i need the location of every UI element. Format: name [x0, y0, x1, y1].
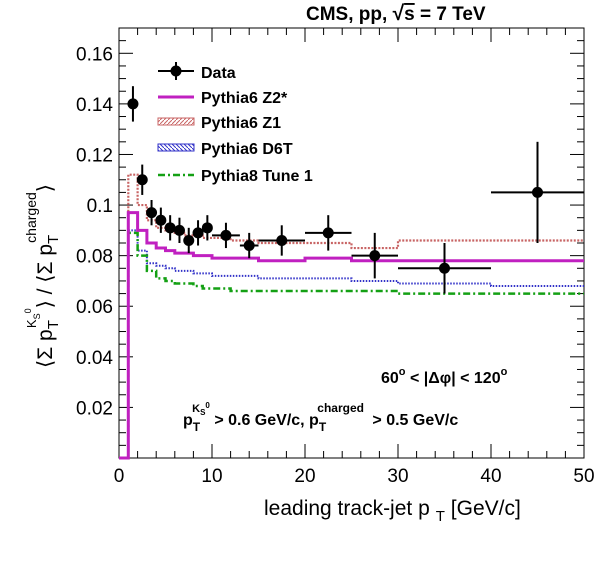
- legend-data-marker: [170, 65, 182, 77]
- series-pythia6-z2--line: [119, 211, 584, 460]
- series-pythia8-tune-1-line: [119, 231, 584, 460]
- data-point-marker: [164, 222, 176, 234]
- data-point: [491, 141, 584, 243]
- data-point: [136, 164, 148, 195]
- data-point: [127, 86, 139, 122]
- x-tick-label: 20: [294, 466, 315, 487]
- data-point: [173, 217, 185, 243]
- x-tick-label: 50: [573, 466, 594, 487]
- data-point: [239, 232, 259, 259]
- x-tick-label: 10: [201, 466, 222, 487]
- data-point: [351, 232, 398, 279]
- tick-labels: 0 10 20 30 40 50 0.02 0.04 0.06 0.08 0.1 0.12 0.14 0.…: [76, 44, 595, 487]
- legend-label-z1: Pythia6 Z1: [201, 115, 281, 132]
- data-point-marker: [146, 207, 158, 219]
- data-point: [305, 215, 352, 251]
- data-point: [212, 222, 240, 249]
- annotation-cuts: pTKS0 > 0.6 GeV/c, pTcharged > 0.5 GeV/c: [183, 401, 458, 434]
- y-tick-label: 0.04: [76, 348, 113, 369]
- y-tick-label: 0.08: [76, 247, 113, 268]
- legend-label-data: Data: [201, 65, 236, 82]
- y-axis-title: ⟨Σ pTKS0⟩ / ⟨Σ pTcharged⟩: [23, 184, 62, 368]
- data-point-marker: [369, 250, 381, 262]
- y-tick-label: 0.16: [76, 44, 113, 65]
- chart-title: CMS, pp, √s = 7 TeV: [306, 2, 486, 25]
- legend-d6t-swatch: [157, 143, 195, 152]
- annotation-dphi: 60o < |Δφ| < 120o: [381, 366, 508, 387]
- legend-entry-d6t: Pythia6 D6T: [157, 141, 293, 158]
- data-point-marker: [322, 227, 334, 239]
- legend-entry-pythia8: Pythia8 Tune 1: [158, 168, 313, 185]
- legend-label-z2star: Pythia6 Z2*: [201, 90, 288, 107]
- data-point-marker: [183, 234, 195, 246]
- data-points-layer: [127, 86, 584, 294]
- legend-entry-z1: Pythia6 Z1: [157, 115, 281, 132]
- x-tick-label: 0: [114, 466, 125, 487]
- data-point: [398, 243, 491, 294]
- data-point-marker: [155, 214, 167, 226]
- legend: Data Pythia6 Z2* Pythia6 Z1 Pythia6 D6T …: [157, 62, 313, 185]
- data-point: [164, 215, 176, 241]
- data-point-marker: [439, 262, 450, 274]
- data-point-marker: [173, 224, 185, 236]
- data-point-marker: [243, 240, 255, 252]
- data-point-marker: [192, 227, 204, 239]
- axis-ticks: [118, 27, 585, 459]
- data-point: [155, 207, 167, 233]
- data-point-marker: [276, 234, 288, 246]
- y-tick-label: 0.06: [76, 297, 113, 318]
- legend-z1-swatch: [157, 117, 195, 126]
- data-point: [201, 215, 213, 241]
- data-point-marker: [127, 98, 139, 110]
- data-point: [183, 227, 195, 254]
- x-tick-label: 30: [387, 466, 408, 487]
- legend-entry-data: Data: [158, 62, 236, 82]
- data-point-marker: [532, 186, 543, 198]
- x-tick-label: 40: [480, 466, 501, 487]
- data-point: [192, 220, 204, 246]
- y-tick-label: 0.12: [76, 145, 113, 166]
- data-point-marker: [136, 174, 148, 186]
- series-pythia6-d6t-line: [119, 229, 584, 459]
- data-point: [258, 225, 305, 256]
- data-point: [146, 200, 158, 226]
- y-tick-label: 0.14: [76, 95, 113, 116]
- legend-label-d6t: Pythia6 D6T: [201, 141, 293, 158]
- y-tick-label: 0.02: [76, 398, 113, 419]
- legend-label-pythia8: Pythia8 Tune 1: [201, 168, 313, 185]
- legend-entry-z2star: Pythia6 Z2*: [158, 90, 288, 107]
- data-point-marker: [220, 229, 232, 241]
- data-point-marker: [201, 222, 213, 234]
- y-tick-label: 0.1: [87, 196, 113, 217]
